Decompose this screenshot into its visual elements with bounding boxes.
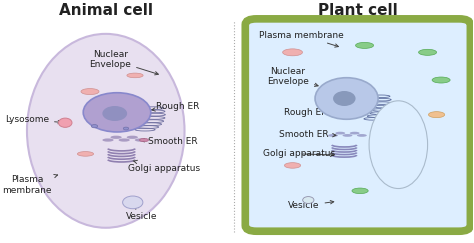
Ellipse shape bbox=[315, 78, 378, 119]
Ellipse shape bbox=[428, 112, 445, 118]
Ellipse shape bbox=[432, 77, 450, 83]
Text: Rough ER: Rough ER bbox=[152, 102, 200, 111]
Ellipse shape bbox=[123, 127, 129, 130]
Ellipse shape bbox=[352, 188, 368, 194]
Ellipse shape bbox=[110, 136, 122, 139]
Text: Plasma
membrane: Plasma membrane bbox=[2, 174, 57, 195]
Ellipse shape bbox=[91, 125, 98, 128]
Text: Rough ER: Rough ER bbox=[284, 108, 336, 117]
Ellipse shape bbox=[102, 139, 114, 142]
Ellipse shape bbox=[102, 106, 127, 121]
FancyBboxPatch shape bbox=[245, 19, 470, 231]
Ellipse shape bbox=[81, 88, 99, 95]
Ellipse shape bbox=[350, 132, 360, 135]
Ellipse shape bbox=[369, 101, 428, 189]
Ellipse shape bbox=[333, 91, 356, 106]
Ellipse shape bbox=[283, 49, 302, 56]
Ellipse shape bbox=[303, 197, 314, 204]
Ellipse shape bbox=[58, 118, 72, 127]
Ellipse shape bbox=[127, 73, 143, 78]
Ellipse shape bbox=[357, 134, 367, 137]
Ellipse shape bbox=[328, 134, 338, 137]
Ellipse shape bbox=[284, 163, 301, 168]
Text: Lysosome: Lysosome bbox=[5, 115, 61, 124]
Ellipse shape bbox=[419, 49, 437, 55]
Ellipse shape bbox=[356, 42, 374, 48]
Ellipse shape bbox=[27, 34, 184, 228]
Text: Vesicle: Vesicle bbox=[126, 206, 157, 221]
Text: Nuclear
Envelope: Nuclear Envelope bbox=[89, 50, 158, 75]
Ellipse shape bbox=[123, 196, 143, 209]
Text: Golgi apparatus: Golgi apparatus bbox=[128, 160, 201, 174]
Ellipse shape bbox=[118, 139, 130, 142]
Text: Golgi apparatus: Golgi apparatus bbox=[263, 149, 336, 158]
Text: Plasma membrane: Plasma membrane bbox=[259, 31, 344, 47]
Ellipse shape bbox=[83, 93, 151, 132]
Text: Animal cell: Animal cell bbox=[59, 3, 153, 18]
Ellipse shape bbox=[127, 136, 138, 139]
Text: Nuclear
Envelope: Nuclear Envelope bbox=[267, 67, 318, 87]
Ellipse shape bbox=[139, 139, 148, 142]
Text: Plant cell: Plant cell bbox=[318, 3, 398, 18]
Ellipse shape bbox=[135, 139, 146, 142]
Text: Smooth ER: Smooth ER bbox=[279, 130, 336, 139]
Ellipse shape bbox=[343, 134, 353, 137]
Ellipse shape bbox=[335, 132, 345, 135]
Ellipse shape bbox=[77, 152, 93, 156]
Text: Smooth ER: Smooth ER bbox=[141, 137, 198, 146]
Text: Vesicle: Vesicle bbox=[288, 200, 334, 210]
